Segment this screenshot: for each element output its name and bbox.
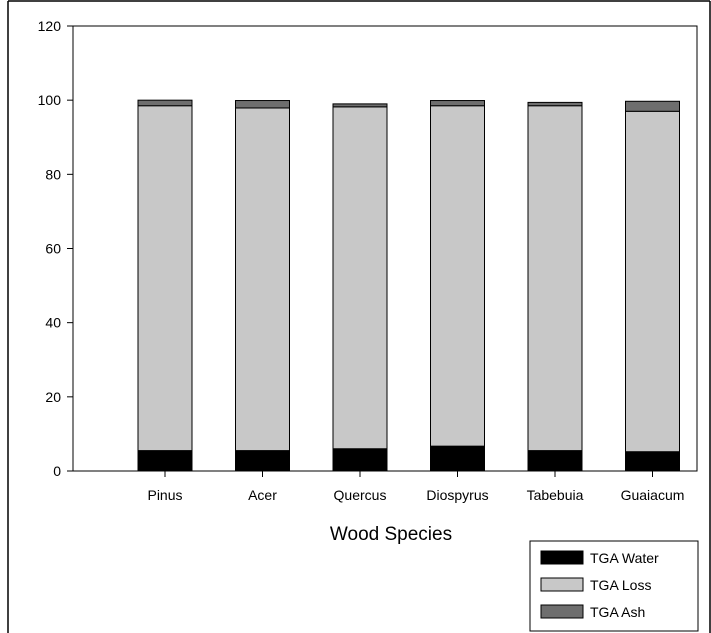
x-tick-label-diospyrus: Diospyrus: [426, 487, 488, 503]
x-tick-label-acer: Acer: [248, 487, 277, 503]
x-axis: Pinus Acer Quercus Diospyrus Tabebuia Guaiacu…: [147, 471, 684, 503]
legend-label-tga-ash: TGA Ash: [590, 604, 645, 620]
legend-swatch-tga-loss: [540, 577, 584, 592]
bar-tabebuia-tga-water: [527, 450, 583, 472]
bar-pinus-tga-ash: [137, 99, 193, 107]
bars-group: [137, 99, 680, 472]
y-tick-label-20: 20: [45, 389, 61, 405]
y-tick-label-40: 40: [45, 315, 61, 331]
y-axis: 0 20 40 60 80 100 120: [38, 18, 73, 479]
bar-acer-tga-ash: [235, 100, 290, 109]
legend-label-tga-loss: TGA Loss: [590, 577, 651, 593]
bar-quercus-tga-loss: [332, 106, 388, 450]
x-tick-label-tabebuia: Tabebuia: [527, 487, 584, 503]
bar-guaiacum-tga-water: [625, 451, 680, 472]
bar-pinus-tga-water: [137, 450, 193, 472]
legend-swatch-tga-ash: [540, 604, 584, 619]
bar-quercus-tga-ash: [332, 103, 388, 108]
y-tick-label-100: 100: [38, 92, 62, 108]
x-tick-label-guaiacum: Guaiacum: [621, 487, 685, 503]
bar-tabebuia-tga-ash: [527, 101, 583, 107]
bar-guaiacum-tga-ash: [625, 100, 680, 112]
y-tick-label-120: 120: [38, 18, 62, 34]
y-tick-label-0: 0: [53, 463, 61, 479]
legend: TGA Water TGA Loss TGA Ash: [529, 540, 699, 632]
legend-label-tga-water: TGA Water: [590, 550, 659, 566]
bar-diospyrus-tga-ash: [430, 100, 485, 107]
bar-quercus-tga-water: [332, 448, 388, 472]
bar-tabebuia-tga-loss: [527, 105, 583, 452]
bar-acer-tga-loss: [235, 107, 290, 452]
x-tick-label-pinus: Pinus: [147, 487, 182, 503]
x-axis-title: Wood Species: [330, 524, 452, 545]
bar-diospyrus-tga-loss: [430, 105, 485, 447]
bar-guaiacum-tga-loss: [625, 110, 680, 453]
y-tick-label-60: 60: [45, 241, 61, 257]
bar-pinus-tga-loss: [137, 105, 193, 452]
legend-swatch-tga-water: [540, 550, 584, 565]
bar-diospyrus-tga-water: [430, 445, 485, 472]
bar-acer-tga-water: [235, 450, 290, 472]
x-tick-label-quercus: Quercus: [334, 487, 387, 503]
y-tick-label-80: 80: [45, 166, 61, 182]
